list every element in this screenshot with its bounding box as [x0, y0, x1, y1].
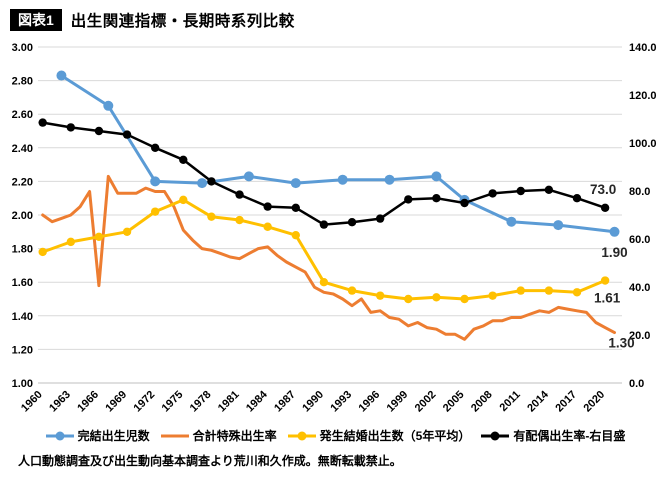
svg-text:1.80: 1.80	[12, 244, 33, 256]
legend-item: 完結出生児数	[45, 427, 150, 444]
legend-label: 発生結婚出生数（5年平均）	[319, 429, 471, 444]
svg-text:1975: 1975	[160, 389, 186, 415]
legend-marker-icon	[287, 431, 316, 441]
svg-text:2008: 2008	[469, 389, 495, 415]
svg-text:2.20: 2.20	[12, 177, 33, 189]
svg-text:40.0: 40.0	[629, 282, 650, 294]
legend-item: 発生結婚出生数（5年平均）	[287, 427, 471, 444]
legend-label: 合計特殊出生率	[192, 429, 277, 444]
svg-text:1972: 1972	[131, 389, 157, 415]
legend-item: 有配偶出生率-右目盛	[480, 427, 625, 444]
chart-header: 図表1 出生関連指標・長期時系列比較	[0, 0, 670, 32]
svg-text:1978: 1978	[188, 389, 214, 415]
svg-text:80.0: 80.0	[629, 186, 650, 198]
svg-text:2005: 2005	[441, 389, 467, 415]
svg-text:2.80: 2.80	[12, 76, 33, 88]
svg-text:0.0: 0.0	[629, 378, 644, 390]
svg-text:60.0: 60.0	[629, 234, 650, 246]
svg-text:1999: 1999	[385, 389, 411, 415]
svg-text:1.90: 1.90	[601, 245, 627, 260]
svg-text:2.60: 2.60	[12, 109, 33, 121]
svg-text:100.0: 100.0	[629, 138, 657, 150]
svg-text:2017: 2017	[553, 389, 579, 415]
svg-text:2011: 2011	[498, 389, 523, 414]
svg-text:1.20: 1.20	[12, 345, 33, 357]
figure-badge: 図表1	[10, 9, 62, 32]
svg-text:1.40: 1.40	[12, 311, 33, 323]
source-note: 人口動態調査及び出生動向基本調査より荒川和久作成。無断転載禁止。	[18, 454, 402, 469]
svg-text:1990: 1990	[300, 389, 326, 415]
svg-text:140.0: 140.0	[629, 42, 657, 54]
svg-text:3.00: 3.00	[12, 42, 33, 54]
svg-text:2020: 2020	[581, 389, 607, 415]
svg-text:1984: 1984	[244, 388, 270, 414]
svg-text:1993: 1993	[328, 389, 354, 415]
svg-text:1963: 1963	[47, 389, 73, 415]
svg-text:1969: 1969	[103, 389, 129, 415]
svg-text:2014: 2014	[525, 388, 551, 414]
legend-marker-icon	[160, 434, 189, 438]
svg-text:1.61: 1.61	[594, 291, 621, 306]
svg-text:1987: 1987	[272, 389, 298, 415]
page-title: 出生関連指標・長期時系列比較	[70, 13, 295, 31]
svg-text:1.30: 1.30	[608, 336, 634, 351]
svg-text:1960: 1960	[19, 389, 45, 415]
svg-text:20.0: 20.0	[629, 330, 650, 342]
chart-svg: 3.00 2.80 2.60 2.40 2.20 2.00 1.80 1.60 1.40 1.20…	[12, 42, 657, 415]
legend-marker-icon	[481, 431, 510, 441]
svg-text:1996: 1996	[356, 389, 382, 415]
legend-label: 完結出生児数	[77, 429, 150, 444]
chart-legend: 完結出生児数 合計特殊出生率 発生結婚出生数（5年平均） 有配偶出生率-右目盛	[0, 427, 670, 444]
svg-text:2.00: 2.00	[12, 210, 33, 222]
svg-text:1.60: 1.60	[12, 277, 33, 289]
svg-text:73.0: 73.0	[590, 182, 616, 197]
legend-marker-icon	[45, 431, 74, 441]
svg-text:2.40: 2.40	[12, 143, 33, 155]
legend-label: 有配偶出生率-右目盛	[513, 429, 626, 444]
svg-text:120.0: 120.0	[629, 90, 657, 102]
svg-text:1981: 1981	[216, 389, 242, 415]
svg-text:2002: 2002	[413, 389, 439, 415]
svg-text:1.00: 1.00	[12, 378, 33, 390]
legend-item: 合計特殊出生率	[160, 427, 277, 444]
svg-text:1966: 1966	[75, 389, 101, 415]
